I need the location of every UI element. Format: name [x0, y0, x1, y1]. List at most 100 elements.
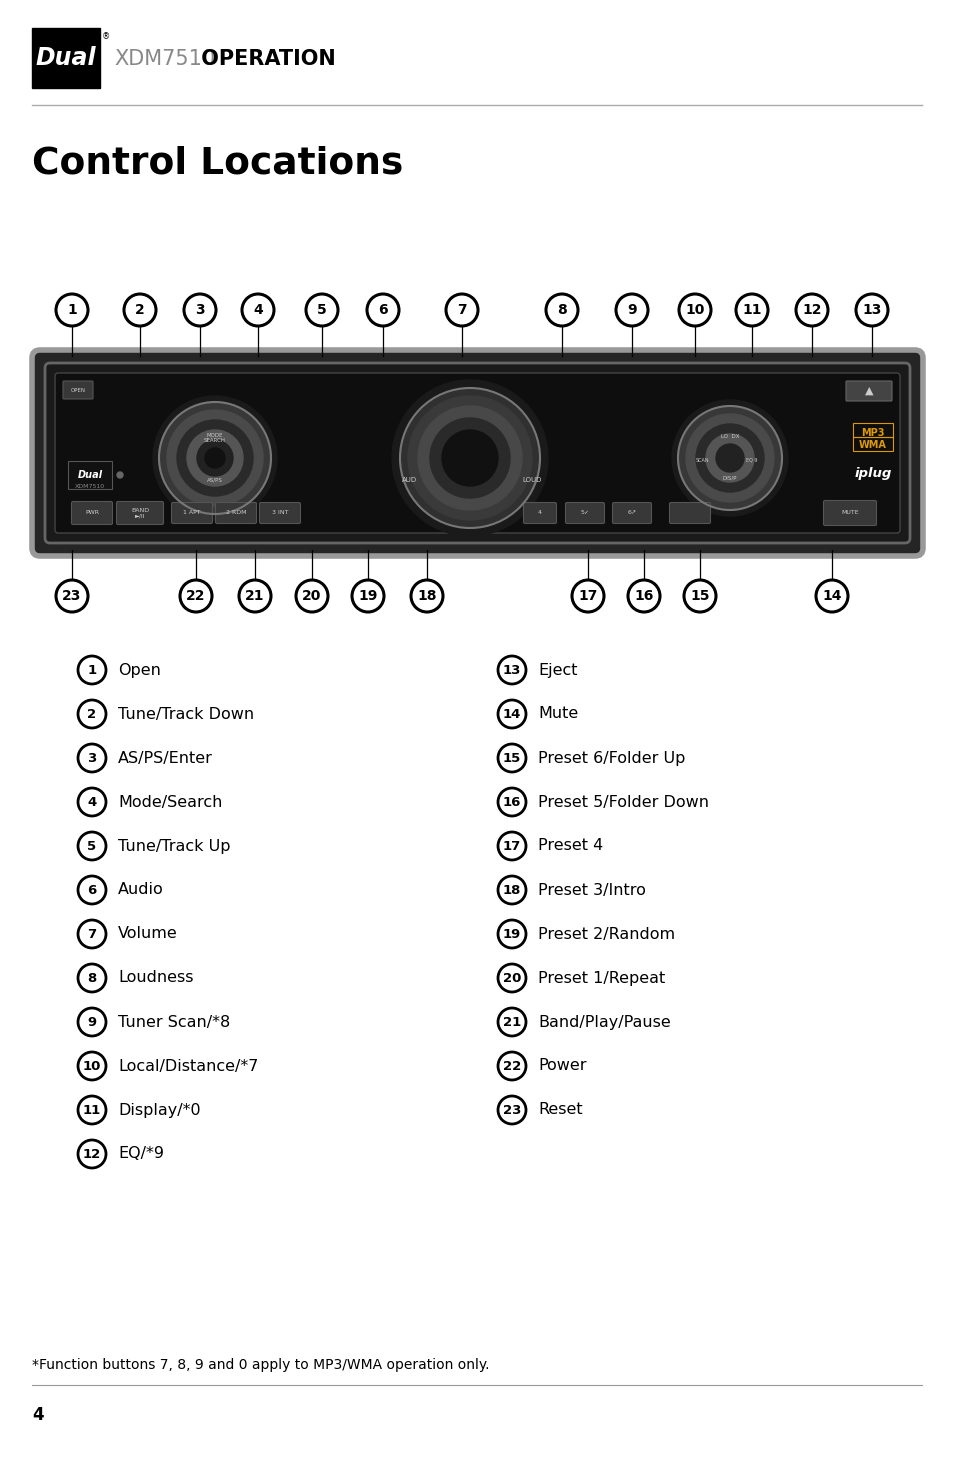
Circle shape	[367, 294, 398, 326]
Text: 17: 17	[578, 589, 598, 603]
Circle shape	[446, 294, 477, 326]
Text: Tune/Track Up: Tune/Track Up	[118, 838, 231, 854]
Text: Band/Play/Pause: Band/Play/Pause	[537, 1015, 670, 1030]
Circle shape	[497, 832, 525, 860]
Text: Loudness: Loudness	[118, 971, 193, 985]
Circle shape	[705, 434, 753, 482]
Circle shape	[78, 701, 106, 729]
FancyBboxPatch shape	[71, 502, 112, 525]
Text: 15: 15	[502, 751, 520, 764]
Circle shape	[78, 656, 106, 684]
Circle shape	[205, 448, 225, 468]
Text: 3: 3	[195, 302, 205, 317]
Text: 17: 17	[502, 839, 520, 853]
Circle shape	[180, 580, 212, 612]
Text: MUTE: MUTE	[841, 510, 858, 515]
Text: 6: 6	[88, 884, 96, 897]
Text: 5: 5	[88, 839, 96, 853]
Text: 10: 10	[684, 302, 704, 317]
FancyBboxPatch shape	[63, 381, 92, 400]
Text: Power: Power	[537, 1059, 586, 1074]
Text: Tune/Track Down: Tune/Track Down	[118, 707, 253, 721]
Text: Eject: Eject	[537, 662, 577, 677]
Text: 4: 4	[537, 510, 541, 515]
FancyBboxPatch shape	[55, 373, 899, 532]
Circle shape	[78, 788, 106, 816]
Circle shape	[497, 1052, 525, 1080]
Text: 21: 21	[502, 1015, 520, 1028]
Circle shape	[399, 388, 539, 528]
Circle shape	[78, 832, 106, 860]
Circle shape	[497, 876, 525, 904]
Circle shape	[295, 580, 328, 612]
Text: *Function buttons 7, 8, 9 and 0 apply to MP3/WMA operation only.: *Function buttons 7, 8, 9 and 0 apply to…	[32, 1358, 489, 1372]
Text: ▲: ▲	[863, 386, 872, 395]
Text: 14: 14	[821, 589, 841, 603]
Circle shape	[497, 788, 525, 816]
FancyBboxPatch shape	[32, 350, 923, 556]
Text: Control Locations: Control Locations	[32, 145, 403, 181]
Text: iplug: iplug	[854, 466, 891, 479]
Text: 15: 15	[690, 589, 709, 603]
Text: 19: 19	[358, 589, 377, 603]
Text: Preset 2/Random: Preset 2/Random	[537, 926, 675, 941]
Circle shape	[417, 406, 521, 510]
Circle shape	[184, 294, 215, 326]
Text: 22: 22	[502, 1059, 520, 1072]
Text: 12: 12	[801, 302, 821, 317]
Text: MODE
SEARCH: MODE SEARCH	[204, 432, 226, 444]
Text: 21: 21	[245, 589, 265, 603]
Text: DIS/P: DIS/P	[722, 475, 737, 481]
Circle shape	[239, 580, 271, 612]
Text: 18: 18	[416, 589, 436, 603]
Circle shape	[78, 1007, 106, 1035]
Text: Preset 5/Folder Down: Preset 5/Folder Down	[537, 795, 708, 810]
Text: OPEN: OPEN	[71, 388, 86, 392]
Circle shape	[196, 440, 233, 476]
Circle shape	[78, 965, 106, 993]
Text: AS/PS: AS/PS	[207, 478, 223, 482]
Text: WMA: WMA	[858, 440, 886, 450]
Circle shape	[56, 294, 88, 326]
Circle shape	[159, 403, 271, 513]
Text: Mode/Search: Mode/Search	[118, 795, 222, 810]
Circle shape	[815, 580, 847, 612]
Text: Open: Open	[118, 662, 161, 677]
FancyBboxPatch shape	[259, 503, 300, 524]
Circle shape	[177, 420, 253, 496]
Text: Dual: Dual	[77, 471, 103, 479]
Circle shape	[430, 417, 510, 499]
Text: Preset 3/Intro: Preset 3/Intro	[537, 882, 645, 897]
Circle shape	[352, 580, 384, 612]
Circle shape	[678, 406, 781, 510]
Text: 7: 7	[88, 928, 96, 941]
Circle shape	[572, 580, 603, 612]
Text: Local/Distance/*7: Local/Distance/*7	[118, 1059, 258, 1074]
Text: Audio: Audio	[118, 882, 164, 897]
Text: 5: 5	[316, 302, 327, 317]
Text: Preset 1/Repeat: Preset 1/Repeat	[537, 971, 664, 985]
Text: LO  DX: LO DX	[720, 434, 739, 438]
Text: 6↗: 6↗	[627, 510, 636, 515]
Circle shape	[411, 580, 442, 612]
Text: 5✓: 5✓	[579, 510, 589, 515]
Circle shape	[441, 431, 497, 485]
Text: Reset: Reset	[537, 1102, 582, 1118]
Text: MP3: MP3	[861, 428, 883, 438]
Circle shape	[78, 1140, 106, 1168]
Text: 23: 23	[502, 1103, 520, 1117]
Circle shape	[685, 414, 773, 502]
Text: PWR: PWR	[85, 510, 99, 515]
Text: Volume: Volume	[118, 926, 177, 941]
FancyBboxPatch shape	[215, 503, 256, 524]
FancyBboxPatch shape	[845, 381, 891, 401]
Text: 16: 16	[634, 589, 653, 603]
Text: 2: 2	[135, 302, 145, 317]
Text: 22: 22	[186, 589, 206, 603]
Circle shape	[497, 965, 525, 993]
Text: 19: 19	[502, 928, 520, 941]
FancyBboxPatch shape	[68, 462, 112, 490]
FancyBboxPatch shape	[822, 500, 876, 525]
Circle shape	[627, 580, 659, 612]
Circle shape	[716, 444, 743, 472]
